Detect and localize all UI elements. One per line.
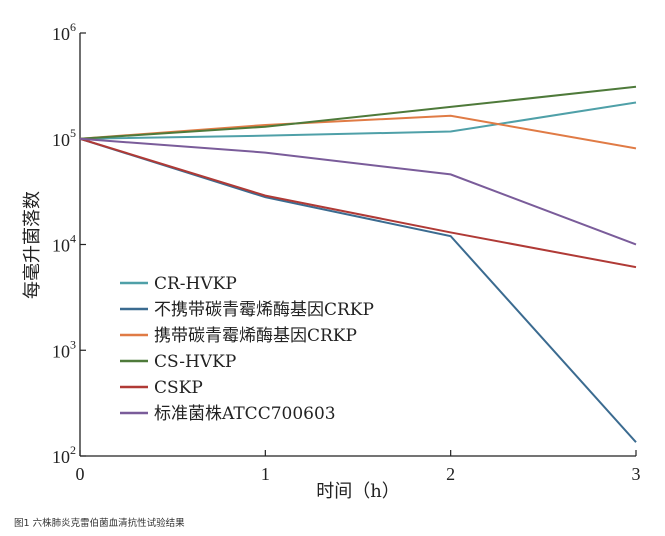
legend-label: CR-HVKP bbox=[154, 274, 237, 294]
series-line bbox=[79, 137, 637, 269]
series-lines bbox=[79, 85, 637, 443]
x-tick-label: 0 bbox=[76, 464, 85, 484]
y-tick-label: 103 bbox=[52, 337, 76, 361]
series-line bbox=[79, 137, 637, 246]
series-line bbox=[79, 101, 637, 140]
y-tick-label: 106 bbox=[52, 20, 76, 44]
x-tick-label: 2 bbox=[446, 464, 455, 484]
y-tick-label: 105 bbox=[52, 126, 76, 150]
legend-label: 携带碳青霉烯酶基因CRKP bbox=[154, 326, 357, 346]
y-tick-label: 104 bbox=[52, 232, 76, 256]
y-tick-label: 102 bbox=[52, 443, 76, 467]
x-axis-label: 时间（h） bbox=[316, 481, 400, 502]
y-axis-label: 每毫升菌落数 bbox=[22, 191, 43, 299]
figure-caption: 图1 六株肺炎克雷伯菌血清抗性试验结果 bbox=[14, 518, 185, 529]
x-tick-label: 1 bbox=[261, 464, 270, 484]
legend: CR-HVKP 不携带碳青霉烯酶基因CRKP 携带碳青霉烯酶基因CRKP CS-HVK… bbox=[120, 274, 374, 424]
legend-label: CS-HVKP bbox=[154, 352, 236, 372]
legend-label: 标准菌株ATCC700603 bbox=[154, 404, 336, 424]
series-line bbox=[79, 114, 637, 150]
series-line bbox=[79, 85, 637, 140]
x-tick-label: 3 bbox=[632, 464, 641, 484]
legend-label: 不携带碳青霉烯酶基因CRKP bbox=[154, 300, 374, 320]
axes: 0 1 2 3 102 103 104 105 106 bbox=[52, 20, 641, 484]
legend-label: CSKP bbox=[154, 378, 203, 398]
